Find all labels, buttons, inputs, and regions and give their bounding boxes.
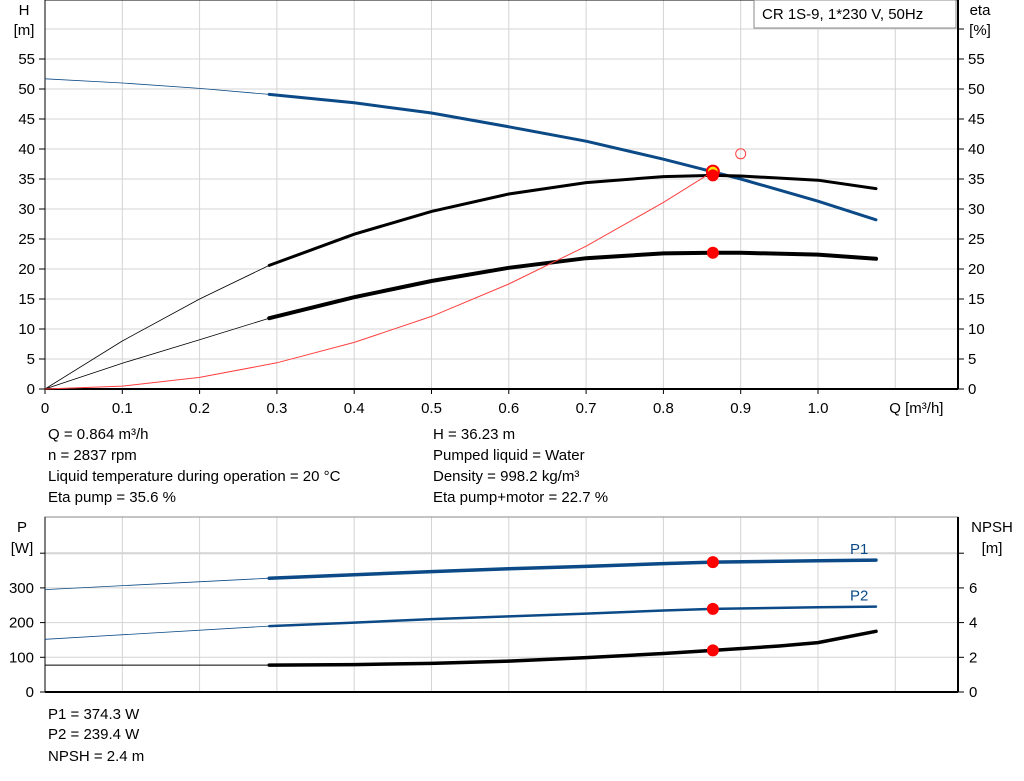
x-tick-label: 0.6: [498, 400, 519, 417]
x-tick-label: 0.4: [344, 400, 365, 417]
info-p1: P1 = 374.3 W: [48, 706, 140, 723]
y-tick-label-right: 15: [968, 291, 985, 308]
y-tick-label-right: 35: [968, 171, 985, 188]
series-eta-total-extrapolated: [44, 317, 270, 390]
requested-point: [735, 148, 747, 160]
y-tick-label-right: 2: [969, 649, 977, 666]
y-tick-label-left: 30: [18, 201, 35, 218]
info-npsh: NPSH = 2.4 m: [48, 748, 145, 765]
y-tick-label-left: 45: [18, 111, 35, 128]
y-tick-label-left: 300: [9, 580, 34, 597]
y-tick-label-right: 25: [968, 231, 985, 248]
y-tick-label-left: 0: [26, 684, 34, 701]
y-axis-label-left: H: [19, 2, 30, 19]
y-tick-label-left: 200: [9, 615, 34, 632]
y-tick-label-right: 5: [968, 351, 976, 368]
x-tick-label: 0.9: [730, 400, 751, 417]
plot-frame-bottom: [44, 516, 959, 693]
y-tick-label-left: 20: [18, 261, 35, 278]
y-axis-label-right: NPSH: [971, 519, 1013, 536]
series-p2-extrapolated: [44, 625, 270, 640]
y-tick-label-right: 0: [968, 381, 976, 398]
series-eta-pump: [267, 173, 878, 267]
x-tick-label: 0.5: [421, 400, 442, 417]
y-axis-label-right-unit: [m]: [982, 540, 1003, 557]
x-tick-label: 0.2: [189, 400, 210, 417]
x-axis-label: Q [m³/h]: [889, 400, 943, 417]
x-tick-label: 0.3: [266, 400, 287, 417]
y-tick-label-left: 25: [18, 231, 35, 248]
y-tick-label-right: 0: [969, 684, 977, 701]
info-p2: P2 = 239.4 W: [48, 726, 140, 743]
y-tick-label-right: 45: [968, 111, 985, 128]
duty-point-p2: [706, 602, 719, 615]
y-tick-label-right: 20: [968, 261, 985, 278]
y-axis-label-right: eta: [970, 2, 992, 19]
info-eta-pump: Eta pump = 35.6 %: [48, 489, 176, 506]
y-tick-label-left: 35: [18, 171, 35, 188]
info-head: H = 36.23 m: [433, 426, 516, 443]
y-tick-label-left: 5: [27, 351, 35, 368]
x-tick-label: 0.7: [576, 400, 597, 417]
y-tick-label-left: 100: [9, 649, 34, 666]
y-tick-label-right: 40: [968, 141, 985, 158]
y-tick-label-right: 10: [968, 321, 985, 338]
series-eta-pump-extrapolated: [44, 265, 270, 390]
series-label-p1: P1: [850, 541, 868, 558]
y-axis-label-left: P: [17, 519, 27, 536]
y-tick-label-left: 10: [18, 321, 35, 338]
x-tick-label: 0.8: [653, 400, 674, 417]
y-tick-label-left: 15: [18, 291, 35, 308]
series-system-curve: [44, 171, 714, 390]
series-p2: [267, 605, 878, 628]
series-p1-extrapolated: [44, 577, 270, 590]
info-q: Q = 0.864 m³/h: [48, 426, 149, 443]
duty-point-npsh: [706, 644, 719, 657]
series-label-p2: P2: [850, 588, 868, 605]
series-npsh: [267, 629, 878, 667]
info-speed: n = 2837 rpm: [48, 447, 137, 464]
y-axis-label-right-unit: [%]: [969, 22, 991, 39]
y-tick-label-right: 4: [969, 615, 977, 632]
duty-point-eta-total: [706, 246, 719, 259]
duty-point-p1: [706, 556, 719, 569]
info-temperature: Liquid temperature during operation = 20…: [48, 468, 341, 485]
y-tick-label-right: 30: [968, 201, 985, 218]
y-tick-label-right: 50: [968, 81, 985, 98]
series-eta-total: [267, 250, 878, 321]
y-tick-label-left: 55: [18, 51, 35, 68]
info-eta-total: Eta pump+motor = 22.7 %: [433, 489, 609, 506]
series-head-extrapolated: [44, 78, 270, 95]
y-tick-label-left: 0: [27, 381, 35, 398]
y-tick-label-right: 6: [969, 580, 977, 597]
y-tick-label-right: 55: [968, 51, 985, 68]
y-tick-label-left: 50: [18, 81, 35, 98]
x-tick-label: 1.0: [808, 400, 829, 417]
y-axis-label-left-unit: [W]: [11, 540, 34, 557]
x-tick-label: 0: [41, 400, 49, 417]
duty-point-eta-pump: [706, 169, 719, 182]
info-liquid: Pumped liquid = Water: [433, 447, 585, 464]
y-tick-label-left: 40: [18, 141, 35, 158]
series-head: [267, 92, 878, 222]
x-tick-label: 0.1: [112, 400, 133, 417]
title-box: [753, 0, 957, 29]
info-density: Density = 998.2 kg/m³: [433, 468, 580, 485]
y-axis-label-left-unit: [m]: [14, 22, 35, 39]
chart-title: CR 1S-9, 1*230 V, 50Hz: [762, 6, 923, 23]
series-p1: [267, 558, 878, 580]
